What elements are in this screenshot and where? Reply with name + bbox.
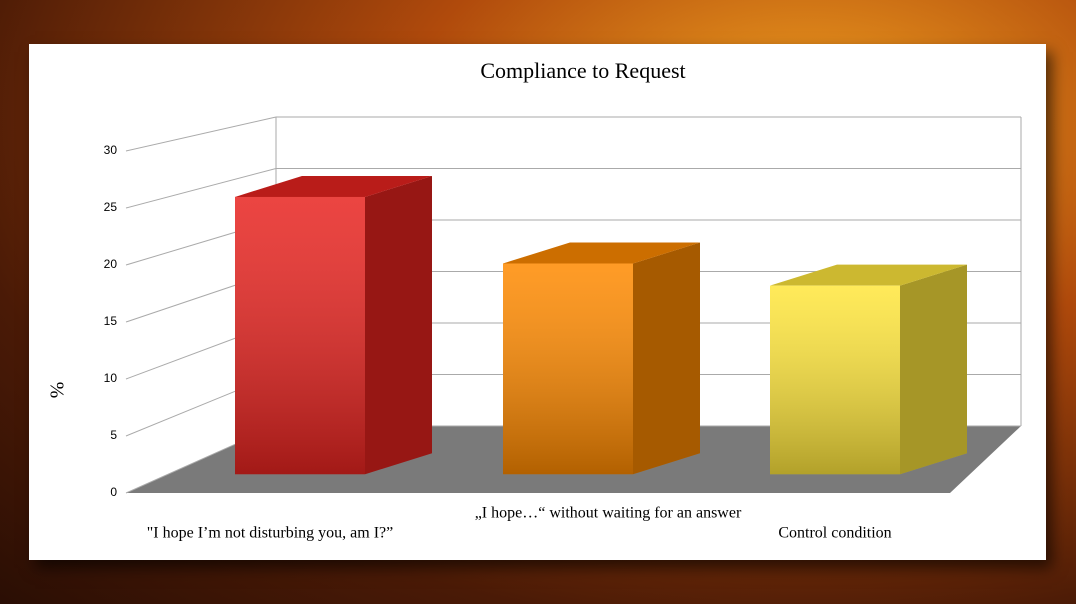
x-tick-label: Control condition: [778, 525, 891, 542]
x-tick-label: „I hope…“ without waiting for an answer: [475, 505, 742, 522]
chart-title: Compliance to Request: [480, 58, 685, 83]
bar-shade: [770, 285, 900, 475]
grid-line: [125, 168, 277, 209]
bar-side: [900, 264, 967, 475]
bar-top: [503, 242, 700, 264]
bar-side-shade: [633, 242, 700, 475]
x-tick-label: "I hope I’m not disturbing you, am I?”: [147, 525, 393, 542]
bar-top: [770, 264, 967, 286]
bar-shade: [503, 263, 633, 475]
y-tick-label: 20: [104, 257, 118, 271]
y-tick-label: 5: [110, 428, 117, 442]
bar-side: [365, 175, 432, 475]
bar-side-shade: [900, 264, 967, 475]
bar-top-shade: [235, 175, 432, 197]
y-tick-label: 25: [104, 200, 118, 214]
y-tick-label: 15: [104, 314, 118, 328]
y-tick-label: 0: [110, 485, 117, 499]
bar-top-shade: [503, 242, 700, 264]
y-tick-label: 10: [104, 371, 118, 385]
bar-top-shade: [770, 264, 967, 286]
bar-top: [235, 175, 432, 197]
grid-line: [125, 116, 277, 152]
bar-side-shade: [365, 175, 432, 475]
y-axis-label: %: [45, 382, 67, 399]
bar-shade: [235, 196, 365, 475]
bar-side: [633, 242, 700, 475]
y-tick-label: 30: [104, 143, 118, 157]
